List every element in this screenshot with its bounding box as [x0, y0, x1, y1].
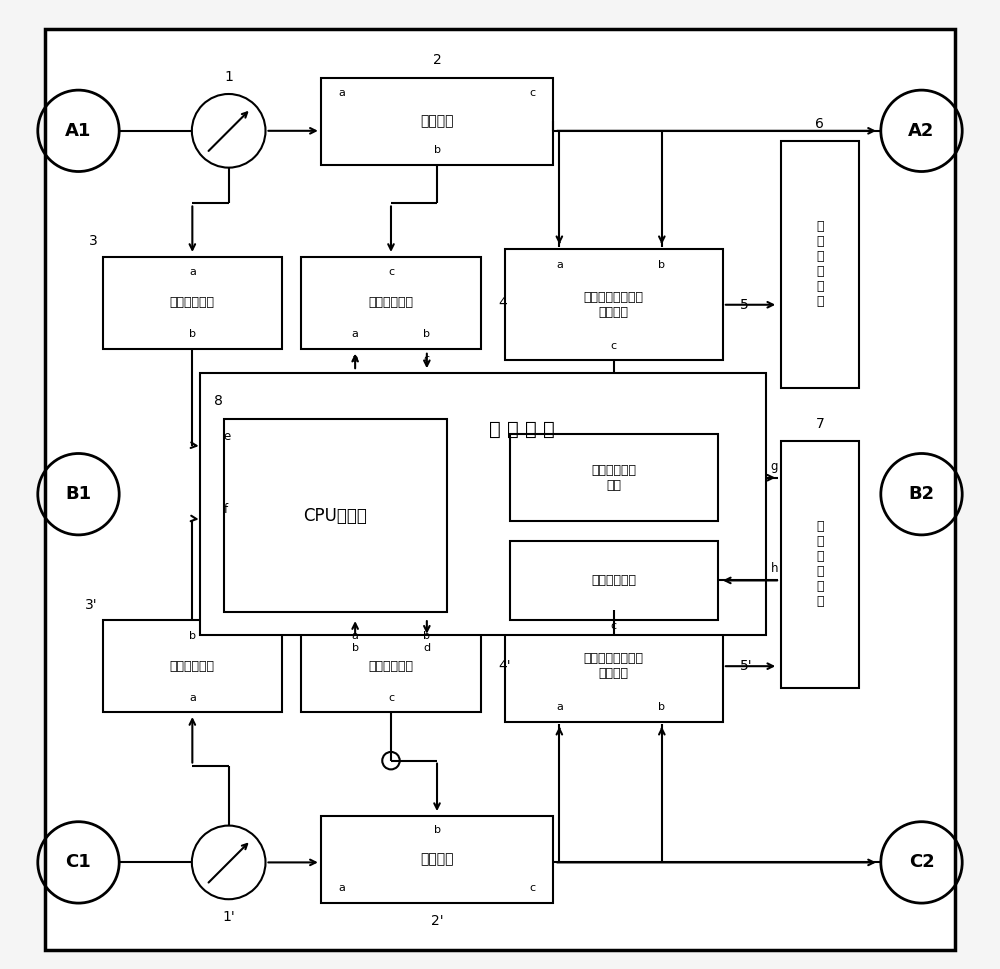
FancyBboxPatch shape: [301, 620, 481, 712]
FancyBboxPatch shape: [321, 78, 553, 165]
Text: B1: B1: [65, 485, 92, 503]
Text: f: f: [224, 503, 228, 516]
Text: 开关两端过零信号
检测电路: 开关两端过零信号 检测电路: [584, 291, 644, 319]
Text: e: e: [224, 430, 231, 443]
Text: CPU处理器: CPU处理器: [303, 507, 367, 524]
Text: A1: A1: [65, 122, 92, 140]
Text: a: a: [352, 631, 359, 641]
Text: a: a: [339, 88, 345, 98]
FancyBboxPatch shape: [45, 29, 955, 950]
FancyBboxPatch shape: [321, 816, 553, 903]
FancyBboxPatch shape: [505, 610, 723, 722]
Text: C2: C2: [909, 854, 934, 871]
Text: b: b: [189, 631, 196, 641]
Text: b: b: [658, 260, 665, 269]
Text: a: a: [189, 693, 196, 703]
Text: b: b: [423, 631, 430, 641]
Text: a: a: [189, 267, 196, 277]
FancyBboxPatch shape: [781, 441, 859, 688]
Text: a: a: [556, 703, 563, 712]
Text: 电子开关: 电子开关: [420, 114, 454, 128]
Text: d: d: [423, 643, 430, 653]
Text: c: c: [388, 267, 394, 277]
Text: A2: A2: [908, 122, 935, 140]
Text: 电子开关: 电子开关: [420, 853, 454, 866]
Text: 电流检测电路: 电流检测电路: [170, 297, 215, 309]
Text: h: h: [770, 562, 778, 576]
Text: b: b: [189, 329, 196, 339]
Text: 3': 3': [85, 598, 98, 611]
Text: 电源辅助电路: 电源辅助电路: [591, 574, 636, 587]
Text: 2': 2': [431, 914, 443, 927]
Text: 控 制 单 元: 控 制 单 元: [489, 420, 555, 439]
Text: c: c: [388, 693, 394, 703]
Text: B2: B2: [908, 485, 935, 503]
Text: 工
作
状
态
指
示: 工 作 状 态 指 示: [816, 220, 824, 308]
Text: c: c: [611, 341, 617, 351]
Text: 6: 6: [815, 117, 824, 131]
Text: b: b: [434, 145, 441, 155]
Text: 过零触发模块: 过零触发模块: [368, 660, 413, 672]
Text: c: c: [529, 883, 535, 892]
Text: 电流检测电路: 电流检测电路: [170, 660, 215, 672]
Text: b: b: [434, 826, 441, 835]
FancyBboxPatch shape: [224, 419, 447, 612]
FancyBboxPatch shape: [200, 373, 766, 635]
Text: 1': 1': [222, 910, 235, 923]
FancyBboxPatch shape: [103, 620, 282, 712]
Text: 8: 8: [214, 394, 223, 408]
Text: c: c: [529, 88, 535, 98]
Text: 过零触发模块: 过零触发模块: [368, 297, 413, 309]
Text: a: a: [556, 260, 563, 269]
Text: b: b: [658, 703, 665, 712]
Text: b: b: [423, 329, 430, 339]
Text: c: c: [424, 354, 430, 363]
Text: 5': 5': [740, 659, 753, 673]
Text: 外
部
控
制
信
号: 外 部 控 制 信 号: [816, 520, 824, 609]
Text: a: a: [352, 329, 359, 339]
Text: a: a: [352, 354, 359, 363]
Text: 3: 3: [89, 234, 98, 248]
FancyBboxPatch shape: [505, 249, 723, 360]
Text: 看门狗与复位
电路: 看门狗与复位 电路: [591, 464, 636, 491]
Text: 7: 7: [815, 418, 824, 431]
Text: 4': 4': [498, 659, 511, 673]
Text: C1: C1: [66, 854, 91, 871]
Text: 1: 1: [224, 70, 233, 83]
FancyBboxPatch shape: [301, 257, 481, 349]
FancyBboxPatch shape: [103, 257, 282, 349]
Text: 5: 5: [740, 297, 749, 312]
FancyBboxPatch shape: [510, 541, 718, 620]
Text: 2: 2: [433, 53, 441, 67]
FancyBboxPatch shape: [510, 434, 718, 521]
Text: g: g: [770, 459, 778, 473]
Text: 开关两端过零信号
检测电路: 开关两端过零信号 检测电路: [584, 652, 644, 680]
Text: c: c: [611, 621, 617, 631]
Text: 4: 4: [498, 296, 507, 310]
Text: a: a: [339, 883, 345, 892]
Text: b: b: [352, 643, 359, 653]
FancyBboxPatch shape: [781, 141, 859, 388]
